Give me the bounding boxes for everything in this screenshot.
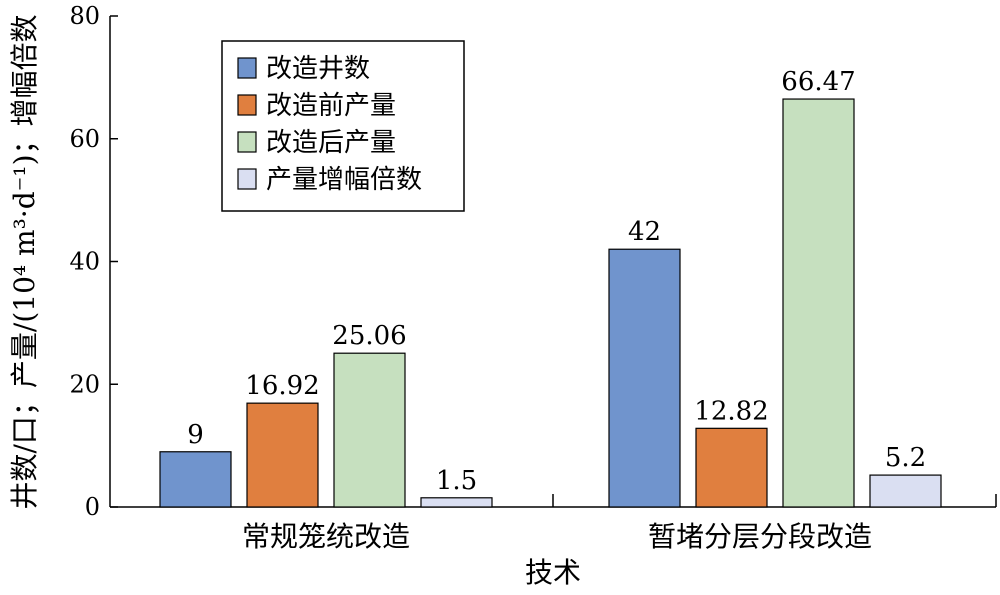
- legend-label: 改造后产量: [266, 128, 396, 158]
- category-labels: 常规笼统改造 暂堵分层分段改造: [242, 520, 872, 553]
- data-label: 12.82: [694, 396, 768, 426]
- x-axis-title: 技术: [525, 556, 581, 589]
- bar: [420, 497, 493, 508]
- bar: [246, 402, 319, 508]
- y-tick-label: 60: [69, 125, 100, 153]
- y-axis-title: 井数/口；产量/(10⁴ m³·d⁻¹)；增幅倍数: [8, 14, 41, 509]
- data-label: 25.06: [332, 321, 406, 351]
- y-ticks: 0 20 40 60 80: [69, 2, 118, 521]
- legend-label: 改造前产量: [266, 91, 396, 121]
- data-labels: 9 42 16.92 12.82 25.06 66.47 1.5 5.2: [187, 67, 926, 496]
- y-tick-label: 40: [69, 248, 100, 276]
- bars: [159, 98, 942, 508]
- data-label: 1.5: [436, 466, 477, 496]
- legend-swatch: [237, 131, 257, 153]
- legend-swatch: [237, 168, 257, 190]
- bar: [782, 98, 855, 508]
- data-label: 16.92: [245, 371, 319, 401]
- data-label: 9: [187, 420, 204, 450]
- legend-box: [221, 40, 465, 212]
- data-label: 42: [628, 217, 661, 247]
- bar: [333, 352, 406, 508]
- bar: [159, 451, 232, 508]
- legend-label: 改造井数: [266, 54, 370, 84]
- bar: [695, 427, 768, 508]
- bar: [608, 248, 681, 508]
- y-tick-label: 20: [69, 370, 100, 398]
- bar: [869, 474, 942, 508]
- y-tick-label: 0: [85, 493, 100, 521]
- y-tick-label: 80: [69, 2, 100, 30]
- category-label: 常规笼统改造: [242, 520, 410, 553]
- data-label: 66.47: [781, 67, 855, 97]
- legend-label: 产量增幅倍数: [266, 165, 422, 195]
- legend-swatch: [237, 94, 257, 116]
- data-label: 5.2: [885, 443, 926, 473]
- legend-swatch: [237, 57, 257, 79]
- category-label: 暂堵分层分段改造: [648, 520, 872, 553]
